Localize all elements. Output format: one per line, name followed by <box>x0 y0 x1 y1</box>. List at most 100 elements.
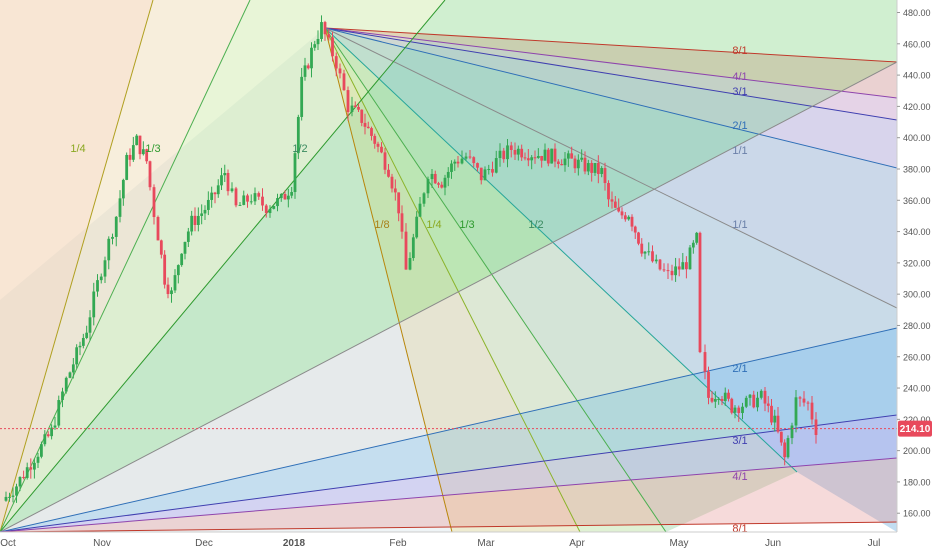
x-tick-label: Jun <box>765 538 781 549</box>
candle-body <box>540 156 544 161</box>
candle-body <box>96 280 99 292</box>
fan-ray <box>0 327 897 532</box>
candle-body <box>513 149 517 155</box>
candle-body <box>596 162 600 174</box>
x-tick-label: Mar <box>477 538 495 549</box>
candle-body <box>166 284 170 295</box>
candle-body <box>630 216 634 227</box>
candle-body <box>36 456 40 463</box>
fan-label: 3/1 <box>732 86 747 98</box>
candle-body <box>516 148 520 155</box>
candle-body <box>29 467 33 470</box>
candle-body <box>85 332 89 338</box>
candle-body <box>64 377 68 392</box>
candle-body <box>81 337 85 346</box>
candle-body <box>494 158 498 173</box>
candle-body <box>373 135 377 144</box>
candle-body <box>685 262 688 270</box>
candle-body <box>651 251 654 262</box>
candle-body <box>331 37 334 57</box>
candle-body <box>71 364 75 373</box>
candle-body <box>306 65 310 69</box>
candle-body <box>509 145 513 150</box>
y-tick-label: 180.00 <box>903 477 931 487</box>
candle-body <box>443 177 447 188</box>
fan-ray <box>0 0 446 532</box>
candle-body <box>453 161 457 164</box>
candle-body <box>316 38 320 45</box>
time-axis[interactable]: Oct Nov Dec 2018 Feb Mar Apr May Jun Jul <box>0 538 880 549</box>
candle-body <box>261 196 264 206</box>
y-tick-label: 360.00 <box>903 196 931 206</box>
candle-body <box>4 496 8 501</box>
y-tick-label: 460.00 <box>903 39 931 49</box>
candle-body <box>50 427 53 437</box>
candle-body <box>468 156 472 158</box>
candle-body <box>272 206 276 209</box>
candle-body <box>138 135 142 155</box>
candle-body <box>320 22 323 39</box>
candle-body <box>286 195 290 200</box>
candle-body <box>360 109 364 123</box>
candle-body <box>40 444 43 457</box>
candle-body <box>103 260 107 277</box>
candle-body <box>498 150 502 159</box>
candle-body <box>713 398 717 402</box>
candle-body <box>773 415 777 423</box>
candle-body <box>300 76 304 117</box>
fan-region <box>0 28 452 532</box>
candle-body <box>246 195 249 202</box>
candle-body <box>520 148 524 158</box>
candle-body <box>135 135 139 146</box>
candle-body <box>783 442 787 458</box>
candle-body <box>390 176 394 189</box>
candle-body <box>313 44 317 48</box>
price-axis[interactable]: 160.00 180.00 200.00 220.00 240.00 260.00 280.… <box>897 8 931 519</box>
candle-body <box>553 148 557 162</box>
candle-body <box>376 143 380 147</box>
candle-body <box>677 266 681 270</box>
fan-label: 1/4 <box>426 219 441 231</box>
candle-body <box>573 158 577 169</box>
candle-body <box>523 157 527 159</box>
fan-ray <box>324 27 667 532</box>
candle-body <box>487 169 491 171</box>
candle-body <box>159 240 163 255</box>
candle-body <box>131 145 135 160</box>
candle-body <box>183 241 187 254</box>
fan-ray <box>0 0 154 532</box>
candle-body <box>810 402 814 420</box>
candle-body <box>75 347 79 365</box>
candle-body <box>118 198 122 217</box>
candle-body <box>433 173 437 184</box>
fan-region <box>325 28 797 532</box>
y-tick-label: 400.00 <box>903 133 931 143</box>
candle-body <box>776 415 780 432</box>
candle-body <box>363 122 367 127</box>
candle-body <box>586 163 590 172</box>
candle-body <box>121 179 125 199</box>
candle-body <box>670 270 674 276</box>
fan-ray <box>324 27 897 99</box>
candle-body <box>543 149 547 161</box>
candle-body <box>276 198 279 207</box>
candle-body <box>790 425 794 439</box>
candle-body <box>290 192 294 196</box>
candle-body <box>695 232 699 243</box>
fan-label: 1/8 <box>374 219 389 231</box>
candle-body <box>279 194 283 199</box>
candle-body <box>603 168 607 184</box>
y-tick-label: 340.00 <box>903 227 931 237</box>
candle-body <box>593 162 597 173</box>
candle-body <box>156 217 160 241</box>
candle-body <box>216 185 220 195</box>
fan-ray <box>0 61 897 532</box>
candle-body <box>483 169 487 181</box>
candle-body <box>723 392 727 402</box>
candle-body <box>253 193 257 202</box>
candle-body <box>411 237 415 259</box>
candle-body <box>53 425 57 428</box>
candle-body <box>415 216 419 238</box>
candle-body <box>8 496 11 498</box>
